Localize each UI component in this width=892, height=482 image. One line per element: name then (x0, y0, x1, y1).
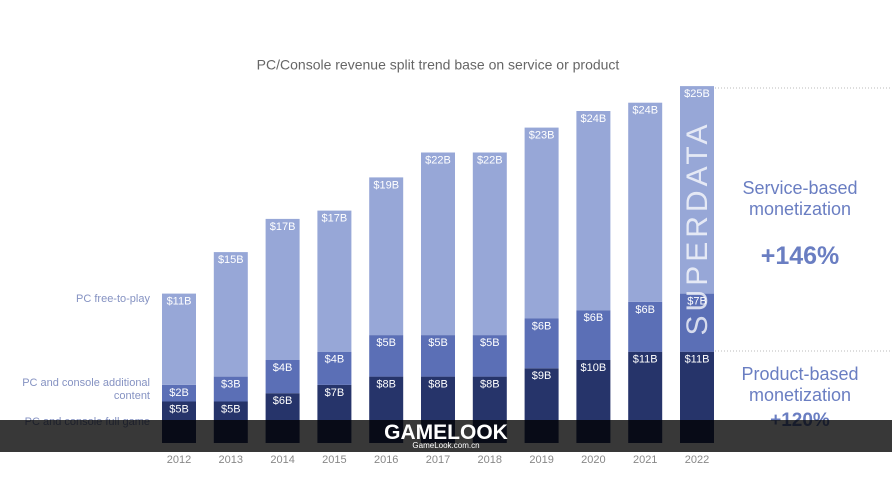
x-tick-label: 2018 (478, 454, 502, 466)
data-label: $7B (325, 387, 345, 399)
data-label: $3B (221, 379, 241, 391)
bar-segment (317, 351, 352, 385)
bar-segment (369, 335, 404, 377)
x-tick-label: 2017 (426, 454, 450, 466)
chart-title: PC/Console revenue split trend base on s… (257, 57, 620, 73)
banner-url: GameLook.com.cn (412, 441, 480, 450)
bar-segment (369, 177, 404, 336)
data-label: $23B (529, 130, 555, 142)
bar-segment (421, 152, 455, 336)
data-label: $4B (325, 354, 345, 366)
data-label: $8B (428, 379, 448, 391)
banner-text: GAMELOOK (384, 421, 508, 444)
data-label: $15B (218, 254, 244, 266)
data-label: $2B (169, 387, 189, 399)
data-label: $8B (480, 379, 500, 391)
bar-segment (576, 310, 611, 360)
bar-segment (162, 293, 196, 385)
bar-segment (265, 360, 300, 394)
data-label: $17B (322, 213, 348, 225)
x-tick-label: 2021 (633, 454, 657, 466)
x-tick-label: 2016 (374, 454, 398, 466)
x-tick-label: 2012 (167, 454, 191, 466)
data-label: $11B (633, 354, 658, 366)
data-label: $11B (685, 354, 710, 366)
data-label: $5B (169, 403, 189, 415)
data-label: $22B (425, 154, 451, 166)
data-label: $7B (687, 296, 707, 308)
bar-segment (472, 152, 507, 336)
bar-segment (576, 111, 611, 311)
x-tick-label: 2019 (529, 454, 553, 466)
bar-segment (213, 252, 248, 377)
x-tick-label: 2022 (685, 454, 709, 466)
bar-segment (162, 384, 196, 402)
data-label: $24B (632, 105, 658, 117)
data-label: $25B (684, 88, 710, 100)
data-label: $22B (477, 154, 503, 166)
bar-segment (472, 335, 507, 377)
data-label: $11B (167, 296, 192, 308)
bar-segment (628, 301, 663, 352)
data-label: $5B (221, 403, 241, 415)
data-label: $5B (376, 337, 396, 349)
annotation: Product-based monetization (741, 364, 859, 405)
data-label: $4B (273, 362, 293, 374)
banner: GAMELOOK GameLook.com.cn (0, 420, 892, 452)
annotation: Service-based monetization (742, 178, 858, 219)
data-label: $10B (581, 362, 607, 374)
x-tick-label: 2014 (270, 454, 294, 466)
bar-segment (524, 318, 559, 369)
bar-segment (524, 127, 559, 319)
x-tick-label: 2015 (322, 454, 346, 466)
bar-segment (213, 376, 248, 402)
annotation: +146% (760, 242, 840, 270)
data-label: $8B (376, 379, 396, 391)
bar-segment (680, 293, 714, 352)
x-tick-label: 2013 (219, 454, 243, 466)
data-label: $6B (584, 312, 604, 324)
bar-segment (317, 210, 352, 352)
bar-segment (680, 86, 714, 294)
data-label: $17B (270, 221, 296, 233)
bar-segment (421, 335, 455, 377)
data-label: $24B (581, 113, 607, 125)
data-label: $9B (532, 370, 552, 382)
legend-label: PC free-to-play (76, 293, 150, 305)
legend-label: PC and console additional content (22, 377, 150, 402)
watermark: SUPERDATA (681, 121, 714, 336)
data-label: $19B (373, 179, 399, 191)
bar-segment (265, 218, 300, 360)
data-label: $6B (273, 395, 293, 407)
data-label: $5B (428, 337, 448, 349)
data-label: $5B (480, 337, 500, 349)
data-label: $6B (635, 304, 655, 316)
x-tick-label: 2020 (581, 454, 605, 466)
data-label: $6B (532, 320, 552, 332)
bar-segment (628, 102, 663, 302)
